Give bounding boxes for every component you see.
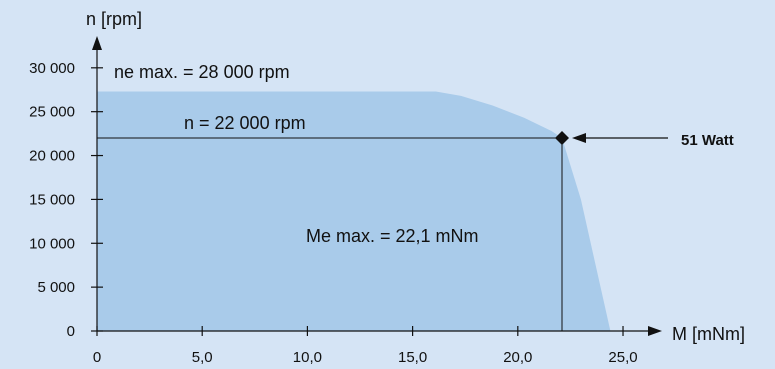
- y-tick-label: 5 000: [37, 279, 75, 296]
- operating-point-marker: [555, 131, 569, 145]
- n-annotation: n = 22 000 rpm: [184, 113, 306, 133]
- axes: [92, 36, 662, 336]
- x-tick-label: 20,0: [503, 349, 532, 366]
- x-axis-arrow: [648, 326, 662, 336]
- y-tick-label: 15 000: [29, 191, 75, 208]
- x-axis-title: M [mNm]: [672, 324, 745, 344]
- x-tick-label: 25,0: [608, 349, 637, 366]
- reference-lines: [97, 137, 563, 331]
- y-axis-title: n [rpm]: [86, 9, 142, 29]
- operating-range-area: [97, 91, 611, 331]
- y-tick-label: 0: [67, 323, 75, 340]
- y-tick-label: 20 000: [29, 148, 75, 165]
- x-tick-label: 15,0: [398, 349, 427, 366]
- y-tick-label: 10 000: [29, 235, 75, 252]
- y-ticks: 0 5 000 10 000 15 000 20 000 25 000 30 000: [29, 60, 103, 340]
- ne-max-annotation: ne max. = 28 000 rpm: [114, 62, 290, 82]
- y-axis-arrow: [92, 36, 102, 50]
- x-tick-label: 10,0: [293, 349, 322, 366]
- me-max-annotation: Me max. = 22,1 mNm: [306, 226, 479, 246]
- power-label: 51 Watt: [681, 132, 734, 149]
- y-tick-label: 25 000: [29, 104, 75, 121]
- x-tick-label: 0: [93, 349, 101, 366]
- x-tick-label: 5,0: [192, 349, 213, 366]
- x-ticks: 0 5,0 10,0 15,0 20,0 25,0: [93, 326, 638, 366]
- y-tick-label: 30 000: [29, 60, 75, 77]
- operating-point-pointer: [572, 133, 668, 143]
